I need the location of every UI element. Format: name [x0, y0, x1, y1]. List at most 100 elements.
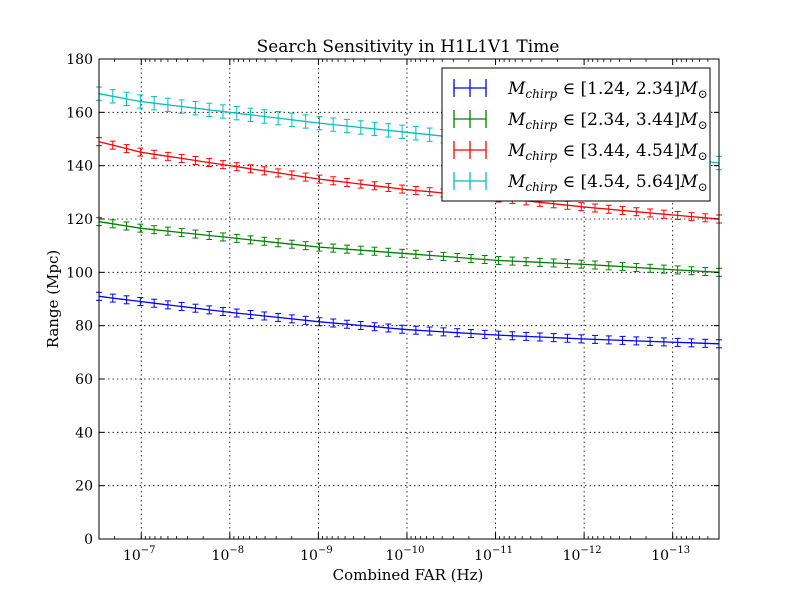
- error-bar: [357, 120, 364, 135]
- error-bar: [371, 246, 378, 256]
- error-bar: [344, 118, 350, 134]
- error-bar: [357, 179, 364, 189]
- error-bar: [247, 310, 254, 320]
- error-bar: [164, 151, 171, 161]
- error-bar: [536, 332, 543, 342]
- error-bar: [302, 114, 309, 129]
- error-bar: [660, 264, 667, 274]
- error-bar: [123, 295, 130, 305]
- error-bar: [247, 164, 254, 174]
- error-bar: [344, 244, 350, 254]
- error-bar: [660, 209, 667, 219]
- y-tick-label: 20: [75, 479, 93, 495]
- error-bar: [702, 338, 709, 348]
- error-bar: [330, 117, 337, 132]
- y-tick-label: 100: [66, 265, 93, 281]
- error-bar: [633, 336, 640, 346]
- error-bar: [454, 328, 461, 338]
- error-bar: [619, 205, 626, 215]
- error-bar: [592, 260, 598, 270]
- error-bar: [371, 121, 378, 137]
- error-bar: [440, 251, 447, 261]
- error-bar: [220, 160, 226, 170]
- error-bar: [206, 102, 213, 118]
- y-tick-label: 120: [66, 212, 93, 228]
- error-bar: [288, 170, 295, 180]
- error-bar: [178, 228, 185, 238]
- series-line: [98, 295, 720, 345]
- error-bar: [330, 176, 337, 186]
- error-bar: [123, 91, 130, 107]
- y-tick-label: 0: [84, 532, 93, 548]
- error-bar: [206, 305, 213, 315]
- error-bar: [440, 327, 447, 337]
- y-tick-label: 80: [75, 319, 93, 335]
- error-bar: [647, 263, 654, 273]
- error-bar: [233, 162, 240, 172]
- grid: [99, 59, 719, 539]
- error-bar: [123, 221, 130, 231]
- error-bar: [261, 236, 268, 246]
- error-bar: [578, 259, 585, 269]
- error-bar: [412, 185, 419, 195]
- error-bar: [454, 252, 461, 262]
- legend-item: Mchirp ∈ [2.34, 3.44]M⊙: [453, 110, 708, 132]
- error-bar: [316, 242, 323, 252]
- error-bar: [275, 312, 282, 322]
- y-axis-label: Range (Mpc): [44, 250, 62, 349]
- error-bar: [619, 335, 626, 345]
- legend-box: [441, 67, 711, 202]
- series-2: [96, 217, 722, 277]
- error-bar: [399, 184, 406, 194]
- error-bar: [178, 302, 185, 312]
- error-bar: [151, 225, 158, 235]
- legend-label: Mchirp ∈ [1.24, 2.34]M⊙: [507, 79, 708, 101]
- error-bar: [316, 317, 323, 327]
- series-line: [98, 221, 720, 273]
- error-bar: [151, 298, 158, 308]
- error-bar: [164, 226, 171, 236]
- error-bar: [371, 322, 378, 332]
- error-bar: [220, 307, 226, 317]
- chart-title: Search Sensitivity in H1L1V1 Time: [257, 37, 560, 57]
- error-bar: [550, 333, 557, 343]
- error-bar: [592, 334, 598, 344]
- y-tick-label: 40: [75, 425, 93, 441]
- error-bar: [275, 238, 282, 248]
- error-bar: [137, 94, 144, 109]
- error-bar: [344, 177, 350, 187]
- error-bar: [578, 334, 585, 344]
- error-bar: [302, 241, 309, 251]
- error-bar: [137, 223, 144, 233]
- error-bar: [399, 324, 406, 334]
- error-bar: [619, 262, 626, 272]
- error-bar: [344, 319, 350, 329]
- y-tick-label: 160: [66, 105, 93, 121]
- error-bar: [288, 112, 295, 127]
- error-bar: [109, 89, 116, 104]
- error-bar: [151, 149, 158, 159]
- error-bar: [523, 257, 530, 267]
- error-bar: [688, 212, 695, 222]
- error-bar: [509, 331, 516, 341]
- error-bar: [385, 247, 392, 257]
- legend-item: Mchirp ∈ [3.44, 4.54]M⊙: [453, 141, 708, 163]
- error-bar: [137, 147, 144, 157]
- legend-label: Mchirp ∈ [3.44, 4.54]M⊙: [507, 141, 708, 163]
- error-bar: [371, 181, 378, 191]
- series-1: [96, 291, 722, 349]
- error-bar: [261, 166, 268, 176]
- error-bar: [330, 318, 337, 328]
- y-tick-label: 60: [75, 372, 93, 388]
- error-bar: [357, 320, 364, 330]
- error-bar: [536, 257, 543, 267]
- error-bar: [220, 232, 226, 242]
- error-bar: [412, 325, 419, 335]
- error-bar: [426, 187, 433, 197]
- error-bar: [605, 335, 612, 345]
- error-bar: [688, 266, 695, 276]
- error-bar: [302, 172, 309, 182]
- error-bar: [412, 249, 419, 259]
- error-bar: [192, 101, 199, 116]
